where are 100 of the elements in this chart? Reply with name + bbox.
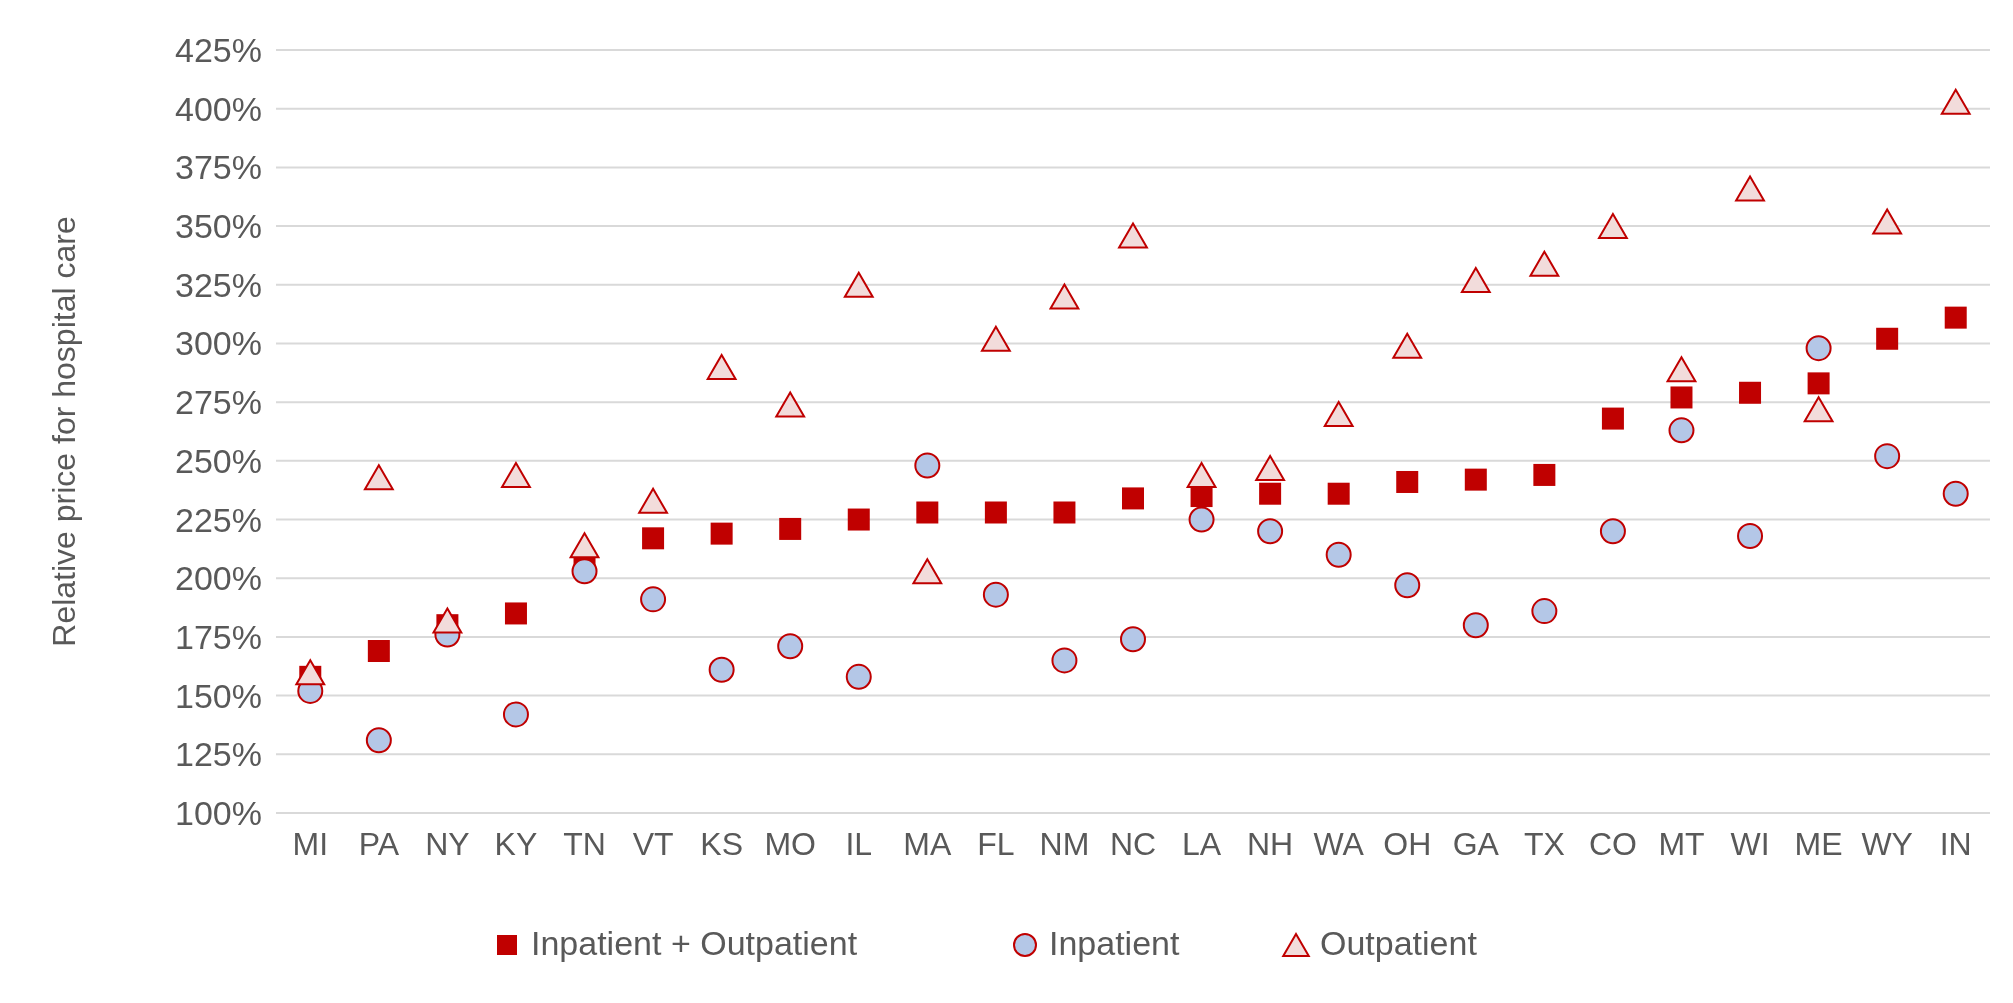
point	[1255, 454, 1286, 481]
point	[1186, 461, 1217, 488]
point	[1668, 417, 1695, 444]
y-tick-label: 350%	[175, 207, 262, 246]
x-tick-label: ME	[1794, 826, 1843, 862]
point	[1120, 626, 1146, 653]
x-tick-label: MA	[903, 826, 952, 862]
point	[1323, 400, 1354, 427]
point	[916, 501, 939, 524]
x-tick-label: KS	[700, 826, 743, 862]
x-tick-label: WI	[1730, 826, 1770, 862]
x-tick-label: IN	[1939, 826, 1972, 862]
point	[843, 271, 874, 298]
point	[914, 452, 941, 479]
point	[1396, 470, 1419, 493]
point	[982, 581, 1009, 608]
x-tick-label: IL	[845, 826, 873, 862]
point	[640, 586, 667, 613]
x-tick-label: WA	[1313, 826, 1365, 862]
legend-label: Inpatient	[1049, 924, 1180, 962]
point	[1940, 88, 1971, 115]
point	[1122, 487, 1144, 510]
point	[1944, 306, 1967, 329]
x-tick-label: NC	[1109, 826, 1157, 862]
y-tick-label: 225%	[175, 500, 262, 539]
point	[1257, 518, 1284, 545]
point	[1666, 356, 1697, 383]
x-tick-label: MO	[764, 826, 816, 862]
point	[1598, 213, 1628, 240]
x-tick-label: MI	[292, 826, 329, 862]
y-tick-label: 325%	[175, 265, 262, 304]
x-tick-label: WY	[1861, 826, 1913, 862]
point	[1462, 612, 1489, 639]
y-tick-label: 425%	[175, 31, 262, 69]
x-tick-label: MT	[1658, 826, 1705, 862]
point	[1531, 598, 1558, 625]
point	[367, 640, 390, 663]
x-tick-label: GA	[1452, 826, 1500, 862]
y-tick-label: 400%	[175, 89, 262, 128]
point	[1188, 506, 1215, 533]
point	[638, 487, 668, 514]
y-tick-label: 175%	[175, 617, 262, 656]
y-tick-label: 275%	[175, 383, 262, 422]
x-tick-label: CO	[1588, 826, 1637, 862]
y-tick-label: 125%	[175, 735, 262, 774]
point	[363, 464, 394, 491]
point	[501, 461, 531, 488]
point	[912, 558, 943, 585]
legend-label: Inpatient + Outpatient	[531, 924, 858, 962]
point	[1394, 572, 1421, 599]
x-tick-label: FL	[977, 826, 1015, 862]
point	[432, 607, 463, 634]
point	[1942, 480, 1969, 507]
y-tick-label: 300%	[175, 324, 262, 363]
point	[710, 522, 733, 545]
point	[295, 659, 326, 686]
x-tick-label: NH	[1247, 826, 1294, 862]
point	[779, 517, 802, 540]
point	[1464, 468, 1487, 491]
point	[1807, 372, 1830, 395]
point	[1392, 332, 1423, 359]
x-tick-label: VT	[632, 826, 674, 862]
point	[1739, 381, 1762, 404]
point	[1803, 396, 1834, 423]
point	[1118, 222, 1148, 249]
point	[1327, 482, 1350, 505]
point	[1601, 407, 1624, 430]
y-axis-title: Relative price for hospital care	[46, 216, 82, 647]
point	[1737, 522, 1764, 549]
point	[777, 633, 804, 660]
point	[1874, 443, 1901, 470]
x-tick-label: NM	[1039, 826, 1090, 862]
point	[1533, 463, 1556, 486]
point	[1872, 208, 1903, 235]
x-tick-label: LA	[1181, 826, 1222, 862]
point	[1053, 501, 1076, 524]
x-tick-label: PA	[358, 826, 400, 862]
y-tick-label: 100%	[175, 794, 262, 832]
y-tick-label: 200%	[175, 559, 262, 598]
point	[775, 391, 806, 418]
x-tick-label: OH	[1383, 826, 1432, 862]
x-tick-label: TX	[1523, 826, 1565, 862]
point	[1529, 250, 1560, 277]
point	[708, 656, 735, 683]
point	[847, 508, 870, 531]
point	[980, 325, 1011, 352]
y-tick-label: 250%	[175, 441, 262, 480]
x-tick-label: KY	[494, 826, 538, 862]
y-tick-label: 150%	[175, 676, 262, 715]
point	[845, 663, 872, 690]
point	[642, 527, 665, 550]
point	[984, 501, 1007, 524]
point	[1049, 283, 1080, 310]
legend-label: Outpatient	[1320, 924, 1478, 962]
point	[1325, 541, 1352, 568]
point	[1051, 647, 1078, 674]
point	[706, 353, 737, 380]
point	[1599, 518, 1626, 545]
point	[1259, 482, 1282, 505]
x-tick-label: NY	[425, 826, 470, 862]
